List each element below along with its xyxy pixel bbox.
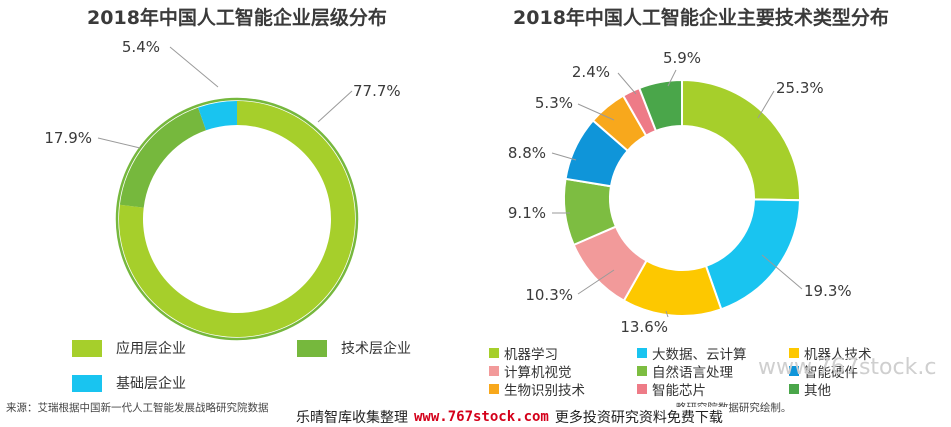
legend2-label: 计算机视觉 xyxy=(504,365,572,381)
chart1-donut xyxy=(118,101,355,338)
chart2-leader-line xyxy=(577,103,615,121)
chart2-leader-line xyxy=(577,269,615,295)
chart2-slice-0 xyxy=(681,78,801,202)
legend2-swatch xyxy=(637,348,647,358)
legend2-item-cv: 计算机视觉 xyxy=(489,361,572,381)
legend2-label: 智能硬件 xyxy=(804,365,858,381)
legend2-swatch xyxy=(789,384,799,394)
legend1-label: 基础层企业 xyxy=(116,376,186,392)
watermark-url: www.767stock.com xyxy=(414,409,549,425)
chart2-donut xyxy=(563,78,801,317)
chart2-data-label: 2.4% xyxy=(572,63,610,81)
legend1-swatch xyxy=(72,374,102,392)
legend1-item-base: 基础层企业 xyxy=(72,373,186,393)
watermark-suffix: 更多投资研究资料免费下载 xyxy=(554,410,723,426)
chart2-data-label: 9.1% xyxy=(508,204,546,222)
chart2-data-label: 19.3% xyxy=(804,282,852,300)
legend2-label: 大数据、云计算 xyxy=(652,347,747,363)
legend2-label: 其他 xyxy=(804,383,831,399)
chart1-data-label: 17.9% xyxy=(44,129,92,147)
chart2-data-label: 10.3% xyxy=(525,286,573,304)
chart2-data-label: 13.6% xyxy=(620,318,668,336)
legend2-item-ml: 机器学习 xyxy=(489,343,558,363)
legend2-label: 智能芯片 xyxy=(652,383,706,399)
chart2-leader-line xyxy=(761,254,803,290)
chart2-leader-line xyxy=(665,310,669,318)
chart1-title: 2018年中国人工智能企业层级分布 xyxy=(87,6,387,29)
chart1-data-label: 77.7% xyxy=(353,82,401,100)
chart2-data-label: 5.9% xyxy=(663,49,701,67)
chart1-slice-2 xyxy=(198,101,237,131)
chart2-leader-line xyxy=(551,152,577,161)
chart2-data-label: 8.8% xyxy=(508,144,546,162)
chart1-leader-line xyxy=(97,137,141,149)
chart2-data-label: 5.3% xyxy=(535,94,573,112)
source-text: 来源：艾瑞根据中国新一代人工智能发展战略研究院数据 xyxy=(6,402,269,414)
legend2-swatch xyxy=(637,366,647,376)
legend1-swatch xyxy=(72,339,102,357)
chart1-leader-line xyxy=(169,46,219,88)
chart1-slice-1 xyxy=(119,107,207,208)
chart2-title: 2018年中国人工智能企业主要技术类型分布 xyxy=(513,6,889,29)
legend2-item-chip: 智能芯片 xyxy=(637,379,706,399)
legend1-item-app: 应用层企业 xyxy=(72,338,186,358)
chart2-data-label: 25.3% xyxy=(776,79,824,97)
chart1-data-label: 5.4% xyxy=(122,38,160,56)
watermark-banner: 乐晴智库收集整理 www.767stock.com 更多投资研究资料免费下载 xyxy=(290,407,729,427)
chart2-leader-line xyxy=(617,72,637,95)
legend2-item-robot: 机器人技术 xyxy=(789,343,872,363)
legend2-label: 生物识别技术 xyxy=(504,383,585,399)
legend2-swatch xyxy=(789,348,799,358)
chart1-outer-ring xyxy=(115,97,359,341)
legend2-swatch xyxy=(789,366,799,376)
legend2-label: 自然语言处理 xyxy=(652,365,733,381)
corner-watermark: www.767stock.c xyxy=(758,355,937,380)
legend2-item-bigdata: 大数据、云计算 xyxy=(637,343,747,363)
legend1-label: 技术层企业 xyxy=(341,341,411,357)
chart1-leader-line xyxy=(317,90,353,123)
legend2-label: 机器学习 xyxy=(504,347,558,363)
leader-lines: 77.7% 17.9% 5.4% 25.3% 19.3% 13.6% 10.3% 9.1% 8.… xyxy=(44,38,851,336)
chart2-slice-1 xyxy=(704,198,801,311)
legend2-swatch xyxy=(637,384,647,394)
legend1-label: 应用层企业 xyxy=(116,341,186,357)
legend1-item-tech: 技术层企业 xyxy=(297,338,411,358)
watermark-prefix: 乐晴智库收集整理 xyxy=(296,410,408,426)
legend2-item-hardware: 智能硬件 xyxy=(789,361,858,381)
chart2-slice-8 xyxy=(637,78,683,133)
chart2-leader-line xyxy=(667,69,677,87)
legend2-item-nlp: 自然语言处理 xyxy=(637,361,733,381)
legend1-swatch xyxy=(297,339,327,357)
chart2-leader-line xyxy=(757,90,775,119)
legend2-swatch xyxy=(489,348,499,358)
legend2-item-other: 其他 xyxy=(789,379,831,399)
legend2-swatch xyxy=(489,384,499,394)
legend2-item-biometric: 生物识别技术 xyxy=(489,379,585,399)
legend2-swatch xyxy=(489,366,499,376)
legend2-label: 机器人技术 xyxy=(804,347,872,363)
